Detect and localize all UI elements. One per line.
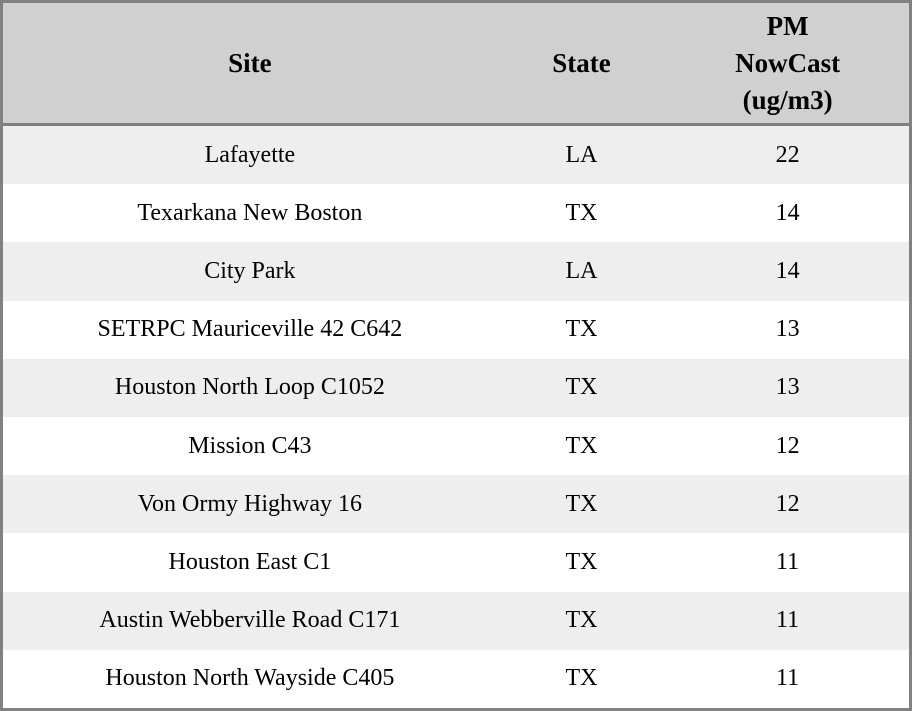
- site-cell: Austin Webberville Road C171: [99, 607, 401, 634]
- site-cell: City Park: [204, 258, 296, 284]
- state-cell: TX: [565, 607, 598, 634]
- state-cell: TX: [565, 316, 598, 343]
- table-row: Austin Webberville Road C171 TX 11: [3, 591, 909, 650]
- pm-cell: 13: [775, 374, 800, 401]
- state-cell: TX: [565, 490, 598, 517]
- state-cell: TX: [565, 432, 598, 459]
- site-cell: Texarkana New Boston: [137, 199, 363, 226]
- table-row: Lafayette LA 22: [3, 124, 909, 185]
- table-row: Houston East C1 TX 11: [3, 533, 909, 592]
- table-row: City Park LA 14: [3, 242, 909, 301]
- site-cell: Houston North Loop C1052: [114, 374, 385, 401]
- table-row: Texarkana New Boston TX 14: [3, 184, 909, 243]
- site-cell: Houston North Wayside C405: [105, 665, 395, 692]
- pm-cell: 22: [775, 141, 800, 168]
- state-cell: TX: [565, 665, 598, 692]
- pm-cell: 11: [776, 607, 800, 634]
- state-cell: TX: [565, 374, 598, 401]
- pm-cell: 13: [775, 316, 800, 343]
- site-cell: Houston East C1: [168, 548, 332, 575]
- site-cell: SETRPC Mauriceville 42 C642: [97, 316, 403, 343]
- state-cell: LA: [565, 141, 598, 168]
- state-cell: LA: [565, 258, 598, 284]
- pm-nowcast-table: Site State PM NowCast (ug/m3) Lafayette …: [3, 3, 909, 708]
- table-row: Houston North Wayside C405 TX 11: [3, 649, 909, 708]
- table-row: Houston North Loop C1052 TX 13: [3, 358, 909, 417]
- pm-cell: 12: [775, 490, 800, 517]
- table-body: Lafayette LA 22 Texarkana New Boston TX …: [3, 124, 909, 708]
- table-row: SETRPC Mauriceville 42 C642 TX 13: [3, 300, 909, 359]
- pm-cell: 11: [776, 548, 800, 575]
- header-row: Site State PM NowCast (ug/m3): [3, 3, 909, 126]
- site-cell: Von Ormy Highway 16: [137, 490, 362, 517]
- pm-cell: 14: [775, 258, 800, 284]
- column-header-pm-nowcast: PM NowCast (ug/m3): [666, 3, 909, 126]
- state-cell: TX: [565, 548, 598, 575]
- column-header-site: Site: [3, 3, 497, 126]
- pm-cell: 14: [775, 199, 800, 226]
- table-row: Mission C43 TX 12: [3, 416, 909, 476]
- table-header: Site State PM NowCast (ug/m3): [3, 3, 909, 126]
- site-cell: Lafayette: [204, 141, 296, 168]
- site-cell: Mission C43: [188, 432, 312, 459]
- pm-cell: 11: [776, 665, 800, 692]
- state-cell: TX: [565, 199, 598, 226]
- column-header-state: State: [496, 3, 667, 126]
- table-row: Von Ormy Highway 16 TX 12: [3, 475, 909, 534]
- pm-cell: 12: [775, 432, 800, 459]
